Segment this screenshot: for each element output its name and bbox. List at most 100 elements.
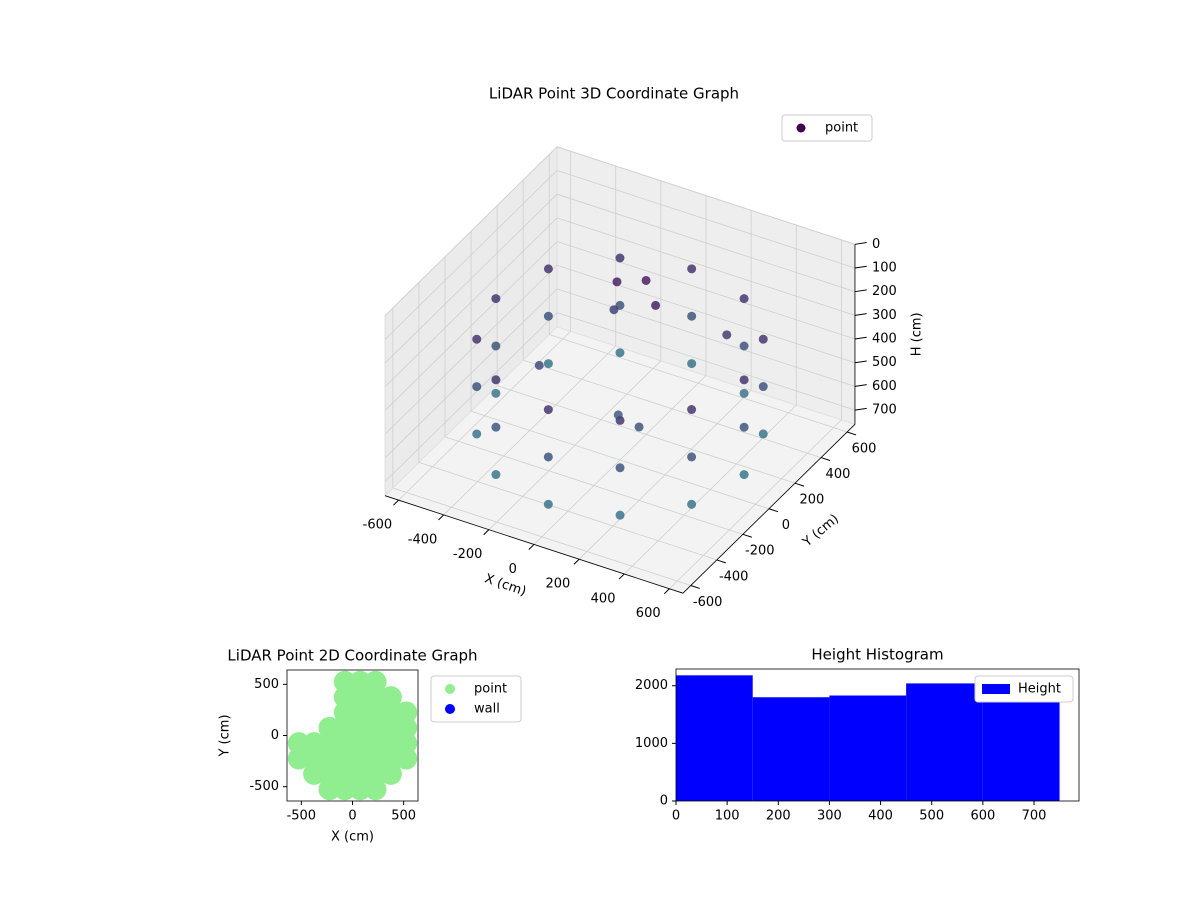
tick-mark (483, 529, 490, 536)
tick-mark (528, 544, 535, 550)
legend-label: Height (1018, 682, 1061, 697)
point (543, 311, 553, 321)
x-tick-label: 400 (868, 809, 893, 824)
x-tick-label: 100 (715, 809, 740, 824)
x-tick-label: -400 (408, 532, 438, 547)
bar (676, 675, 753, 801)
point (615, 348, 625, 358)
tick-mark (690, 585, 700, 589)
point (364, 762, 387, 785)
tick-mark (742, 533, 752, 538)
x-axis-label: X (cm) (331, 830, 374, 845)
grid-line (384, 288, 558, 459)
z-tick-label: 300 (872, 308, 897, 323)
axes-frame (286, 669, 419, 802)
point (379, 701, 402, 724)
y-tick-label: -500 (249, 779, 279, 794)
point (491, 422, 501, 432)
grid-line (384, 241, 558, 411)
bar (752, 697, 830, 801)
point (287, 747, 310, 770)
tick-mark (854, 242, 867, 245)
tick-mark (663, 588, 670, 595)
point (333, 732, 356, 755)
point (472, 334, 482, 344)
point (534, 360, 544, 370)
point (318, 747, 341, 770)
point (491, 470, 501, 480)
y-axis-label: Y (cm) (218, 714, 233, 757)
point (364, 732, 387, 755)
z-tick-label: 100 (872, 260, 897, 275)
point (739, 341, 749, 351)
tick-mark (794, 482, 805, 487)
x-tick-label: 700 (1022, 809, 1047, 824)
point (349, 686, 372, 709)
y-tick-label: 500 (254, 677, 279, 692)
point (303, 762, 326, 785)
point (612, 277, 622, 287)
point (739, 294, 749, 304)
x-tick-label: 400 (591, 591, 616, 606)
axes-frame (675, 668, 1080, 802)
point (543, 405, 553, 415)
point (318, 732, 341, 755)
grid-line (384, 170, 558, 340)
grid-line (556, 312, 856, 411)
tick-mark (854, 384, 867, 387)
x-tick-label: 200 (546, 577, 571, 592)
x-tick-label: 600 (970, 809, 995, 824)
point (349, 701, 372, 724)
point (364, 716, 387, 739)
point (395, 732, 418, 755)
point (287, 732, 310, 755)
tick-mark (768, 508, 779, 513)
point (687, 499, 697, 509)
point (651, 300, 661, 310)
point (364, 670, 387, 693)
point (349, 778, 372, 801)
point (318, 762, 341, 785)
point (379, 762, 402, 785)
tick-mark (854, 336, 867, 340)
point (364, 686, 387, 709)
legend-label: point (825, 121, 858, 136)
x-tick-label: 600 (636, 606, 661, 621)
y-tick-label: 0 (660, 794, 668, 809)
point (722, 330, 732, 340)
point (472, 382, 482, 392)
y-axis (682, 424, 856, 594)
point (472, 429, 482, 439)
grid-line (556, 146, 856, 245)
point (379, 686, 402, 709)
point (543, 452, 553, 462)
point (687, 311, 697, 321)
point (349, 670, 372, 693)
point (333, 686, 356, 709)
tick-mark (438, 514, 445, 521)
point (303, 732, 326, 755)
y-tick-label: -200 (745, 544, 775, 559)
point (379, 732, 402, 755)
bar (829, 695, 907, 801)
tick-mark (393, 499, 399, 506)
z-tick-label: 0 (872, 237, 880, 252)
point (379, 747, 402, 770)
tick-mark (854, 313, 867, 316)
grid-line (444, 436, 744, 535)
point (739, 388, 749, 398)
point (395, 716, 418, 739)
grid-line (556, 193, 856, 293)
tick-mark (573, 558, 580, 565)
tick-mark (854, 265, 867, 269)
point (349, 716, 372, 739)
x-tick-label: 300 (817, 809, 842, 824)
grid-line (549, 334, 848, 433)
bar (982, 696, 1060, 801)
x-tick-label: 0 (509, 562, 517, 577)
grid-line (556, 217, 856, 316)
point (491, 388, 501, 398)
point (634, 422, 644, 432)
x-axis (384, 495, 684, 594)
